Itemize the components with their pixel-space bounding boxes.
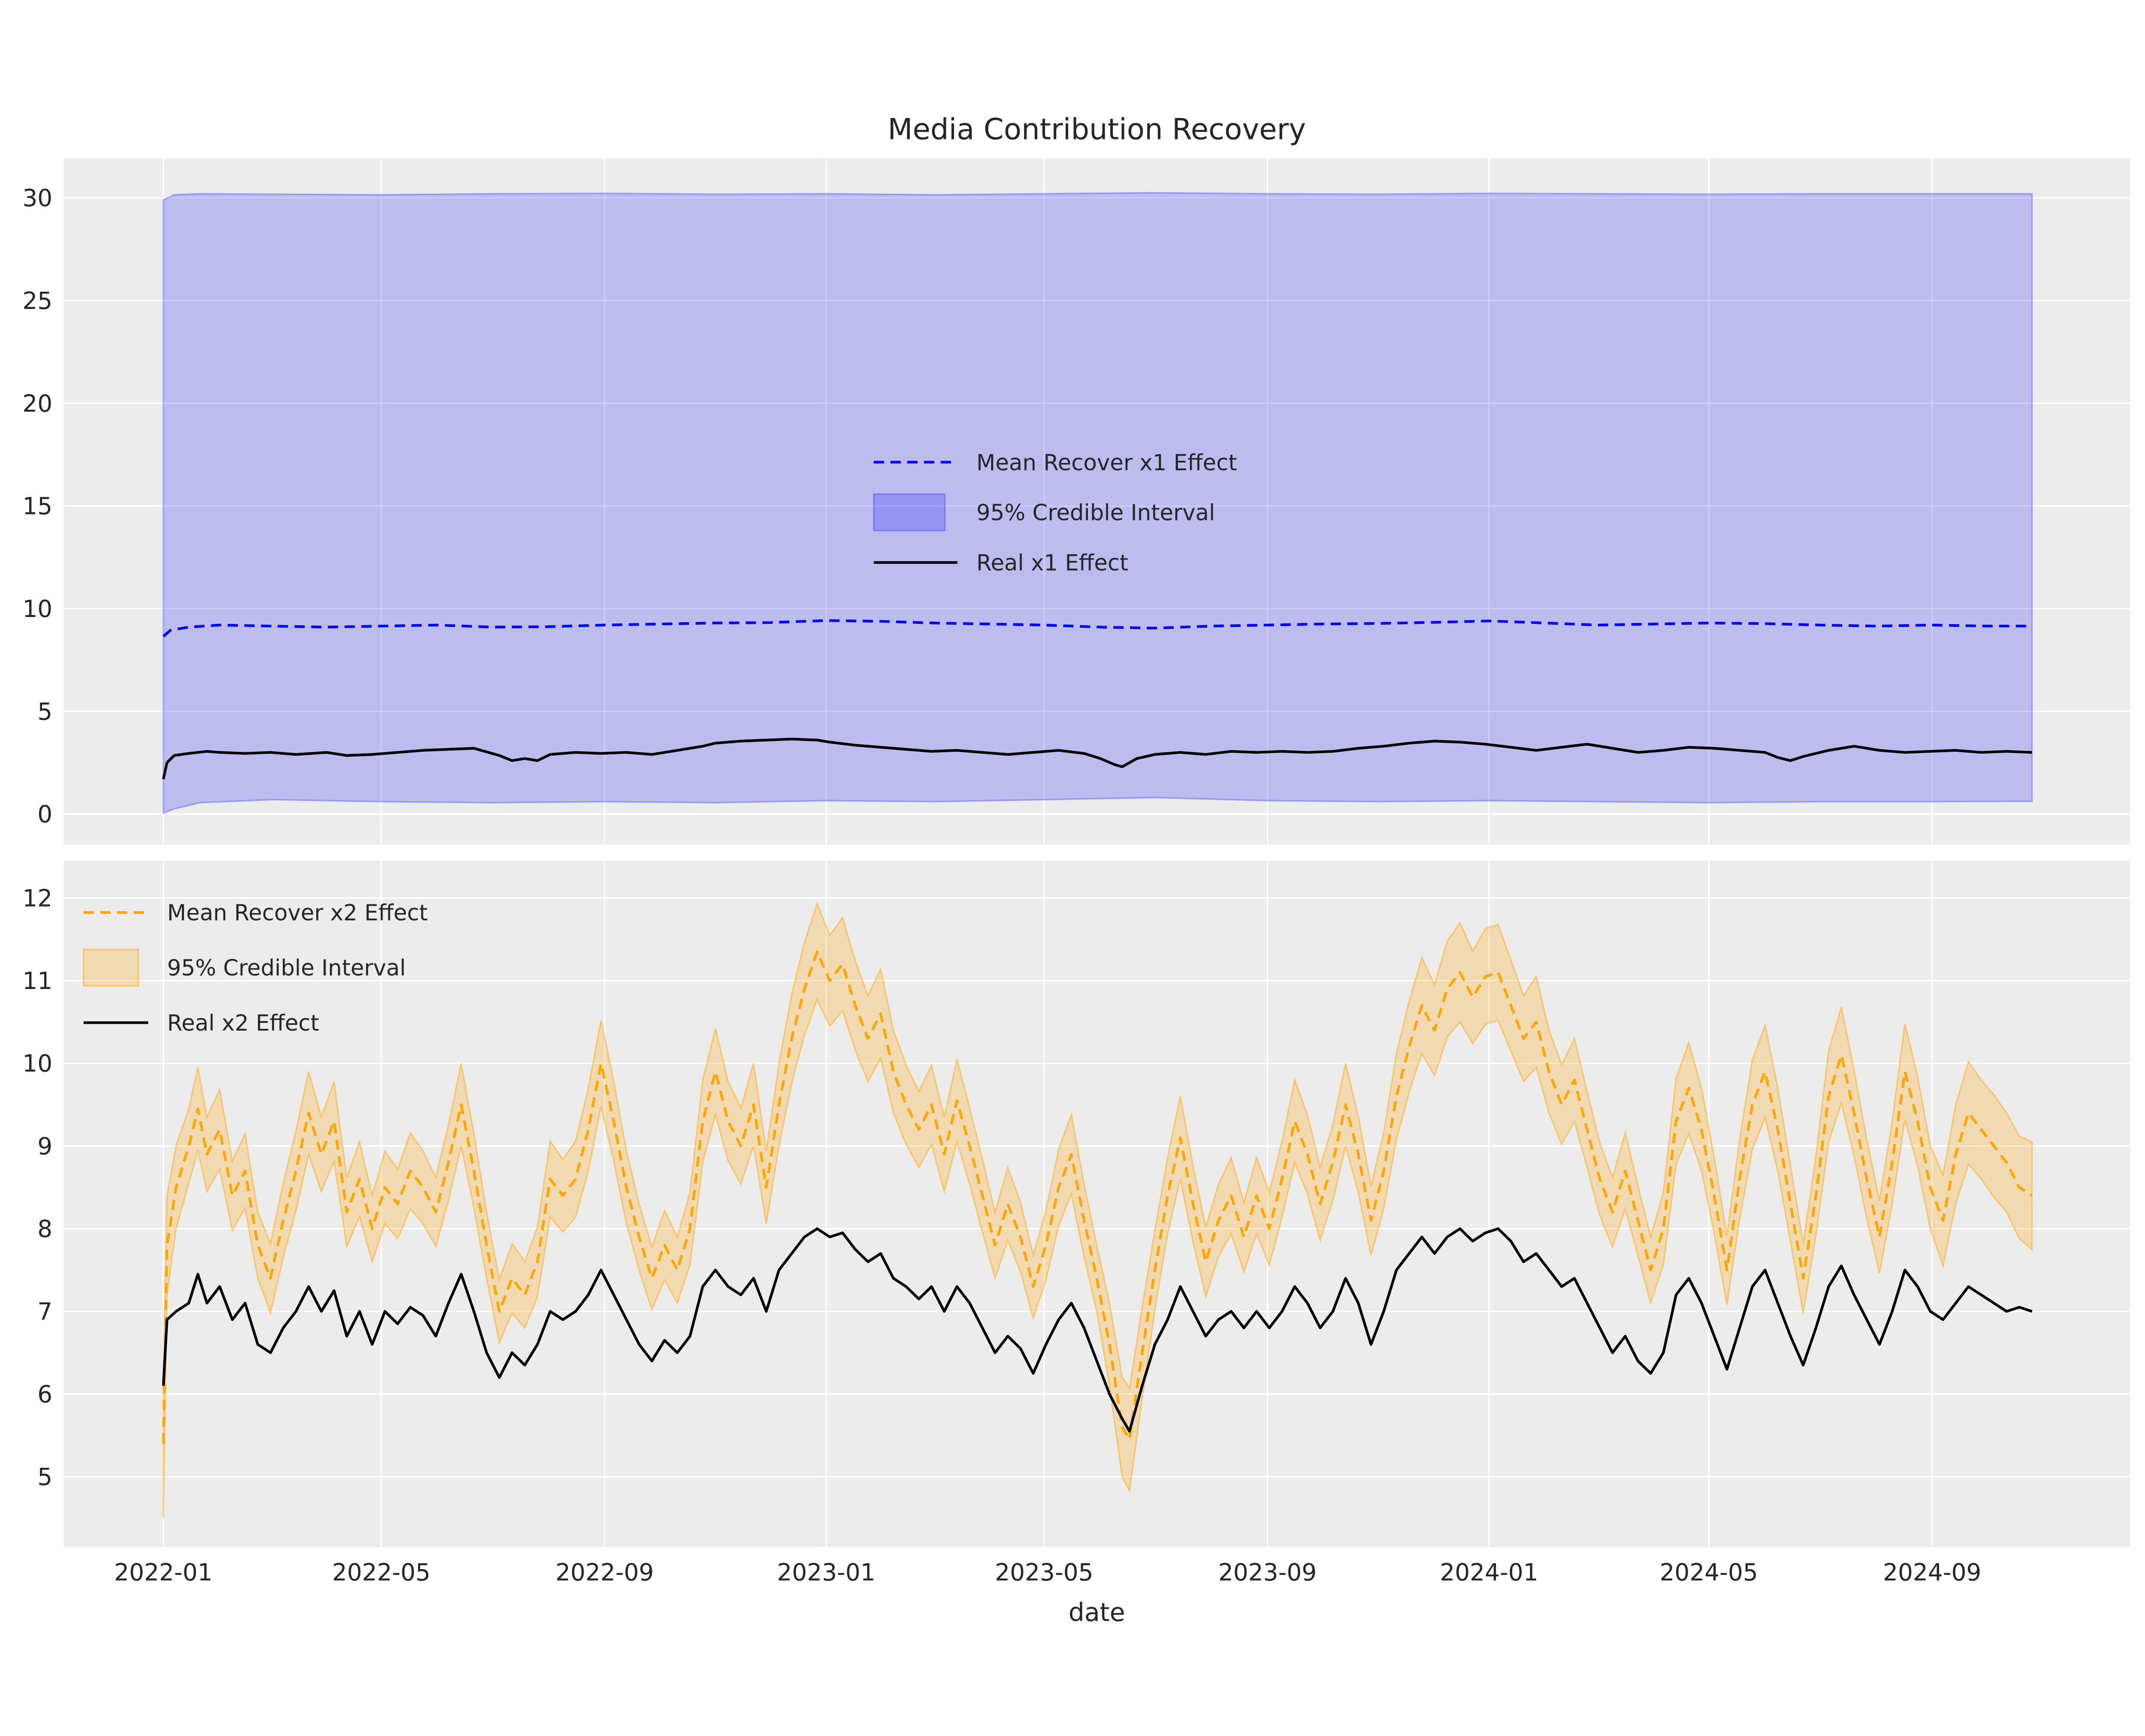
y-tick-label: 5 bbox=[37, 1463, 52, 1491]
legend-patch-swatch bbox=[873, 493, 946, 532]
legend-entry: Real x2 Effect bbox=[83, 1010, 319, 1036]
x-tick-label: 2022-05 bbox=[332, 1558, 430, 1586]
x-tick-label: 2023-05 bbox=[995, 1558, 1093, 1586]
legend-label: Real x2 Effect bbox=[167, 1010, 319, 1036]
credible-interval-band-x1-recovery bbox=[163, 192, 2033, 814]
x-tick-label: 2022-09 bbox=[556, 1558, 654, 1586]
legend-entry: Mean Recover x1 Effect bbox=[873, 450, 1237, 476]
real-x2-effect-line bbox=[162, 1227, 2033, 1433]
subplot-x1-recovery: 0 5 10 15 20 25 30 Mean Recover x1 Effect 95% Cr… bbox=[22, 158, 2130, 845]
y-tick-label: 15 bbox=[22, 493, 52, 520]
y-tick-label: 7 bbox=[37, 1298, 52, 1325]
y-tick-label: 9 bbox=[37, 1132, 52, 1160]
legend-label: Real x1 Effect bbox=[976, 550, 1128, 576]
y-tick-label: 0 bbox=[37, 801, 52, 828]
y-tick-label: 10 bbox=[22, 595, 52, 623]
plot-root: 0 5 10 15 20 25 30 Mean Recover x1 Effect 95% Cr… bbox=[22, 158, 2130, 1586]
x-tick-label: 2024-01 bbox=[1440, 1558, 1538, 1586]
x-tick-label: 2024-05 bbox=[1659, 1558, 1758, 1586]
mean-recover-x2-effect-line bbox=[162, 950, 2033, 1444]
y-tick-label: 8 bbox=[37, 1215, 52, 1243]
axes-background-x1-recovery bbox=[63, 158, 2130, 845]
axes-background-x2-recovery bbox=[63, 861, 2130, 1547]
y-tick-label: 11 bbox=[22, 967, 52, 995]
legend-label: 95% Credible Interval bbox=[976, 500, 1215, 526]
legend-entry: 95% Credible Interval bbox=[873, 493, 1215, 532]
y-tick-label: 6 bbox=[37, 1381, 52, 1408]
y-tick-label: 25 bbox=[22, 287, 52, 315]
x-tick-label: 2023-01 bbox=[777, 1558, 875, 1586]
x-tick-label: 2024-09 bbox=[1883, 1558, 1981, 1586]
y-tick-label: 30 bbox=[22, 184, 52, 212]
legend-entry: Real x1 Effect bbox=[873, 550, 1128, 576]
mean-recover-x1-effect-line bbox=[162, 619, 2032, 638]
real-x1-effect-line bbox=[162, 738, 2032, 780]
y-tick-label: 10 bbox=[22, 1050, 52, 1077]
legend-label: Mean Recover x2 Effect bbox=[167, 900, 428, 926]
legend-entry: Mean Recover x2 Effect bbox=[83, 900, 428, 926]
x-tick-label: 2022-01 bbox=[114, 1558, 212, 1586]
x-axis-label: date bbox=[1069, 1598, 1125, 1627]
legend-label: Mean Recover x1 Effect bbox=[976, 450, 1237, 476]
credible-interval-band-x2-recovery bbox=[163, 901, 2033, 1518]
figure-title: Media Contribution Recovery bbox=[888, 112, 1306, 146]
legend-label: 95% Credible Interval bbox=[167, 956, 406, 981]
y-tick-label: 12 bbox=[22, 884, 52, 912]
legend-patch-swatch bbox=[83, 948, 139, 987]
subplot-x2-recovery: 5 6 7 8 9 10 11 12 2022-01 2022-05 2022-09 2023-01 2… bbox=[22, 861, 2130, 1586]
x-tick-label: 2023-09 bbox=[1218, 1558, 1317, 1586]
y-tick-label: 20 bbox=[22, 390, 52, 417]
legend-entry: 95% Credible Interval bbox=[83, 948, 406, 987]
y-tick-label: 5 bbox=[37, 698, 52, 725]
